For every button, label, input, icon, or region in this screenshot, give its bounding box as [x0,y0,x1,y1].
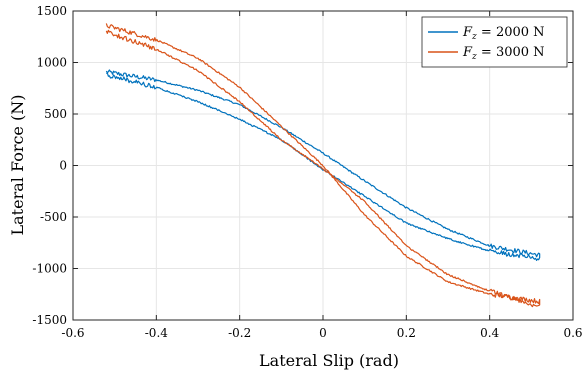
series-line [105,23,541,308]
x-tick-label: -0.4 [145,326,169,340]
y-tick-label: 1000 [36,56,67,70]
x-tick-label: 0.4 [480,326,499,340]
x-axis-label: Lateral Slip (rad) [259,351,399,370]
x-tick-label: 0.6 [563,326,582,340]
y-tick-label: 500 [44,107,67,121]
y-tick-label: -1500 [32,313,67,327]
tick-labels: -0.6 -0.4 -0.2 0 0.2 0.4 0.6 -1500 -1000 -500 0 500… [32,4,582,340]
x-tick-label: -0.2 [228,326,251,340]
series-group [105,23,541,308]
y-tick-label: 1500 [36,4,67,18]
y-tick-label: -1000 [32,262,67,276]
y-axis-label: Lateral Force (N) [8,95,27,236]
legend-label: Fz = 3000 N [462,45,545,62]
y-tick-label: 0 [59,159,67,173]
x-tick-label: 0 [319,326,327,340]
legend-box [421,16,568,68]
y-tick-label: -500 [40,210,67,224]
series-line [105,69,541,261]
axis-ticks [72,10,574,321]
x-tick-label: -0.6 [61,326,84,340]
legend: Fz = 2000 N Fz = 3000 N [421,16,568,68]
legend-label: Fz = 2000 N [462,25,545,42]
x-tick-label: 0.2 [397,326,416,340]
